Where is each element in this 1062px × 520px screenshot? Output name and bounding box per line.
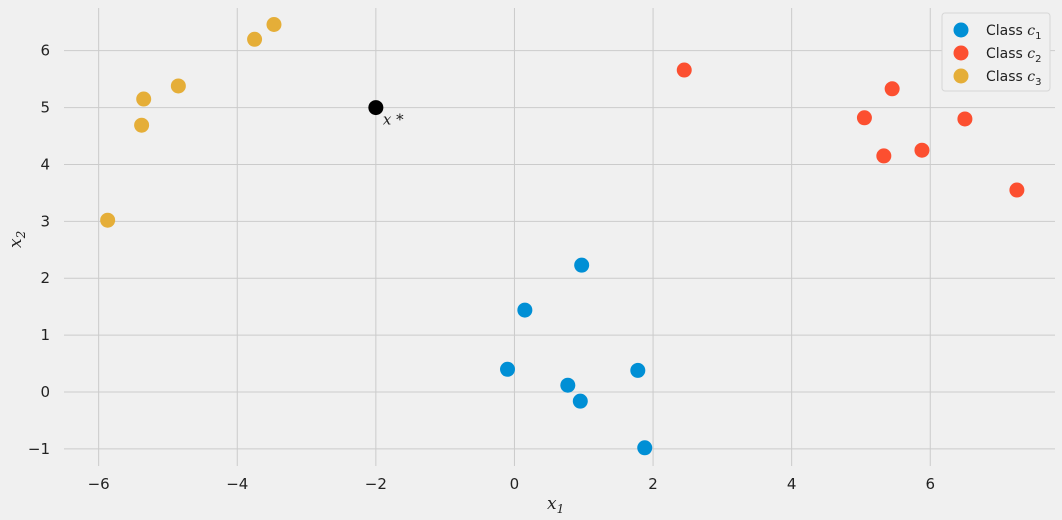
series-3-point	[170, 78, 186, 94]
series-1-point	[630, 362, 646, 378]
x-tick-label: −4	[226, 475, 248, 493]
y-axis-label-main: x	[6, 238, 26, 248]
series-2-point	[676, 62, 692, 78]
series-2-point	[914, 142, 930, 158]
legend-label: Class c3	[986, 69, 1042, 88]
legend-label: Class c2	[986, 46, 1042, 65]
series-3-point	[247, 31, 263, 47]
query-point	[368, 100, 384, 116]
query-point-group: x *	[368, 100, 404, 129]
x-axis-label: x1	[547, 494, 564, 516]
x-tick-label: 6	[925, 475, 935, 493]
legend-marker	[953, 45, 969, 61]
series-1-point	[574, 257, 590, 273]
x-tick-label: 4	[787, 475, 797, 493]
x-axis-label-sub: 1	[557, 502, 565, 516]
y-tick-label: 4	[40, 155, 50, 173]
y-tick-label: 1	[40, 326, 50, 344]
series-2-point	[957, 111, 973, 127]
series-3-point	[266, 16, 282, 32]
legend-marker	[953, 22, 969, 38]
legend-label: Class c1	[986, 23, 1042, 42]
y-tick-label: 5	[40, 99, 50, 117]
y-tick-labels: −1 0 1 2 3 4 5 6	[28, 42, 50, 458]
data-points	[100, 16, 1025, 456]
y-tick-label: 3	[40, 212, 50, 230]
x-tick-labels: −6 −4 −2 0 2 4 6	[88, 475, 935, 493]
x-tick-label: −6	[88, 475, 110, 493]
y-axis-label-sub: 2	[14, 231, 28, 240]
series-2-point	[856, 110, 872, 126]
series-1-point	[500, 361, 516, 377]
series-2-point	[876, 148, 892, 164]
legend: Class c1 Class c2 Class c3	[941, 12, 1051, 92]
x-tick-label: 2	[648, 475, 658, 493]
series-2-point	[884, 81, 900, 97]
x-tick-label: 0	[510, 475, 520, 493]
legend-box	[941, 12, 1051, 92]
query-point-label: x *	[383, 111, 404, 129]
series-1-point	[560, 377, 576, 393]
x-axis-label-main: x	[547, 494, 557, 514]
series-3-point	[100, 212, 116, 228]
y-axis-label: x2	[6, 231, 28, 248]
grid-lines	[64, 8, 1055, 466]
y-tick-label: 6	[40, 42, 50, 60]
y-tick-label: 0	[40, 383, 50, 401]
series-3-point	[136, 91, 152, 107]
series-3-point	[134, 117, 150, 133]
y-tick-label: 2	[40, 269, 50, 287]
y-tick-label: −1	[28, 440, 50, 458]
series-1-point	[572, 393, 588, 409]
legend-marker	[953, 68, 969, 84]
series-1-point	[517, 302, 533, 318]
series-2-point	[1009, 182, 1025, 198]
series-1-point	[637, 440, 653, 456]
x-tick-label: −2	[365, 475, 387, 493]
